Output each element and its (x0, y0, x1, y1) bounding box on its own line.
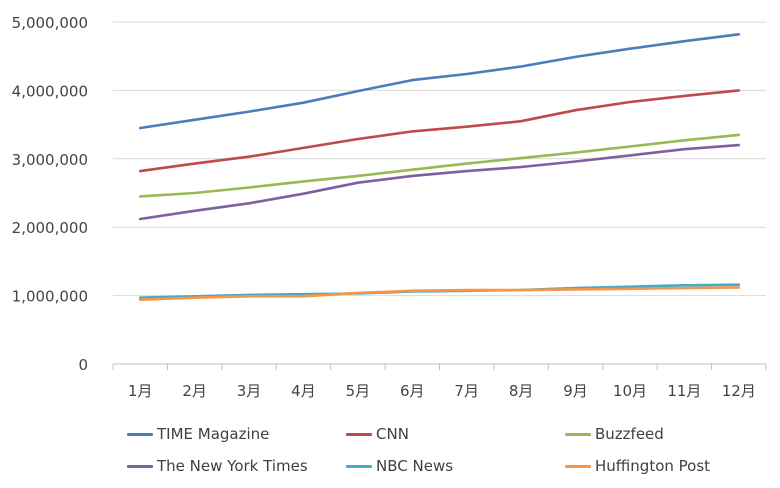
legend-swatch (127, 464, 153, 468)
legend-swatch (346, 432, 372, 436)
x-tick-label: 1月 (128, 382, 153, 400)
y-tick-label: 1,000,000 (12, 288, 88, 306)
x-tick-label: 2月 (182, 382, 207, 400)
x-tick-label: 3月 (237, 382, 262, 400)
y-tick-label: 3,000,000 (12, 151, 88, 169)
legend-item-time-magazine: TIME Magazine (127, 422, 269, 446)
legend-item-cnn: CNN (346, 422, 409, 446)
x-tick-label: 11月 (667, 382, 701, 400)
x-tick-label: 7月 (454, 382, 479, 400)
chart-plot-area: 0 1,000,000 2,000,000 3,000,000 4,000,000 5,0… (12, 14, 767, 400)
legend-swatch (565, 464, 591, 468)
x-tick-label: 4月 (291, 382, 316, 400)
legend-swatch (565, 432, 591, 436)
legend-label: Buzzfeed (595, 425, 664, 443)
series-line-the-new-york-times (138, 143, 741, 221)
legend-item-the-new-york-times: The New York Times (127, 454, 308, 478)
legend-swatch (346, 464, 372, 468)
series-line-time-magazine (138, 33, 741, 130)
x-tick-label: 9月 (563, 382, 588, 400)
series-line-buzzfeed (138, 133, 741, 198)
legend-item-buzzfeed: Buzzfeed (565, 422, 664, 446)
x-tick-label: 6月 (400, 382, 425, 400)
legend-label: NBC News (376, 457, 454, 475)
legend-label: CNN (376, 425, 409, 443)
y-tick-label: 2,000,000 (12, 219, 88, 237)
legend-label: Huffington Post (595, 457, 711, 475)
y-tick-label: 0 (78, 356, 88, 374)
series-line-cnn (138, 89, 741, 173)
y-tick-label: 5,000,000 (12, 14, 88, 32)
series-line-huffington-post (138, 286, 741, 301)
legend-label: TIME Magazine (157, 425, 270, 443)
y-tick-label: 4,000,000 (12, 82, 88, 100)
x-tick-label: 12月 (722, 382, 756, 400)
legend-item-huffington-post: Huffington Post (565, 454, 710, 478)
legend-label: The New York Times (157, 457, 308, 475)
x-tick-label: 10月 (613, 382, 647, 400)
x-tick-label: 8月 (509, 382, 534, 400)
chart-legend: TIME Magazine CNN Buzzfeed The New York Tim… (0, 418, 780, 482)
legend-swatch (127, 432, 153, 436)
legend-item-nbc-news: NBC News (346, 454, 453, 478)
x-tick-label: 5月 (346, 382, 371, 400)
